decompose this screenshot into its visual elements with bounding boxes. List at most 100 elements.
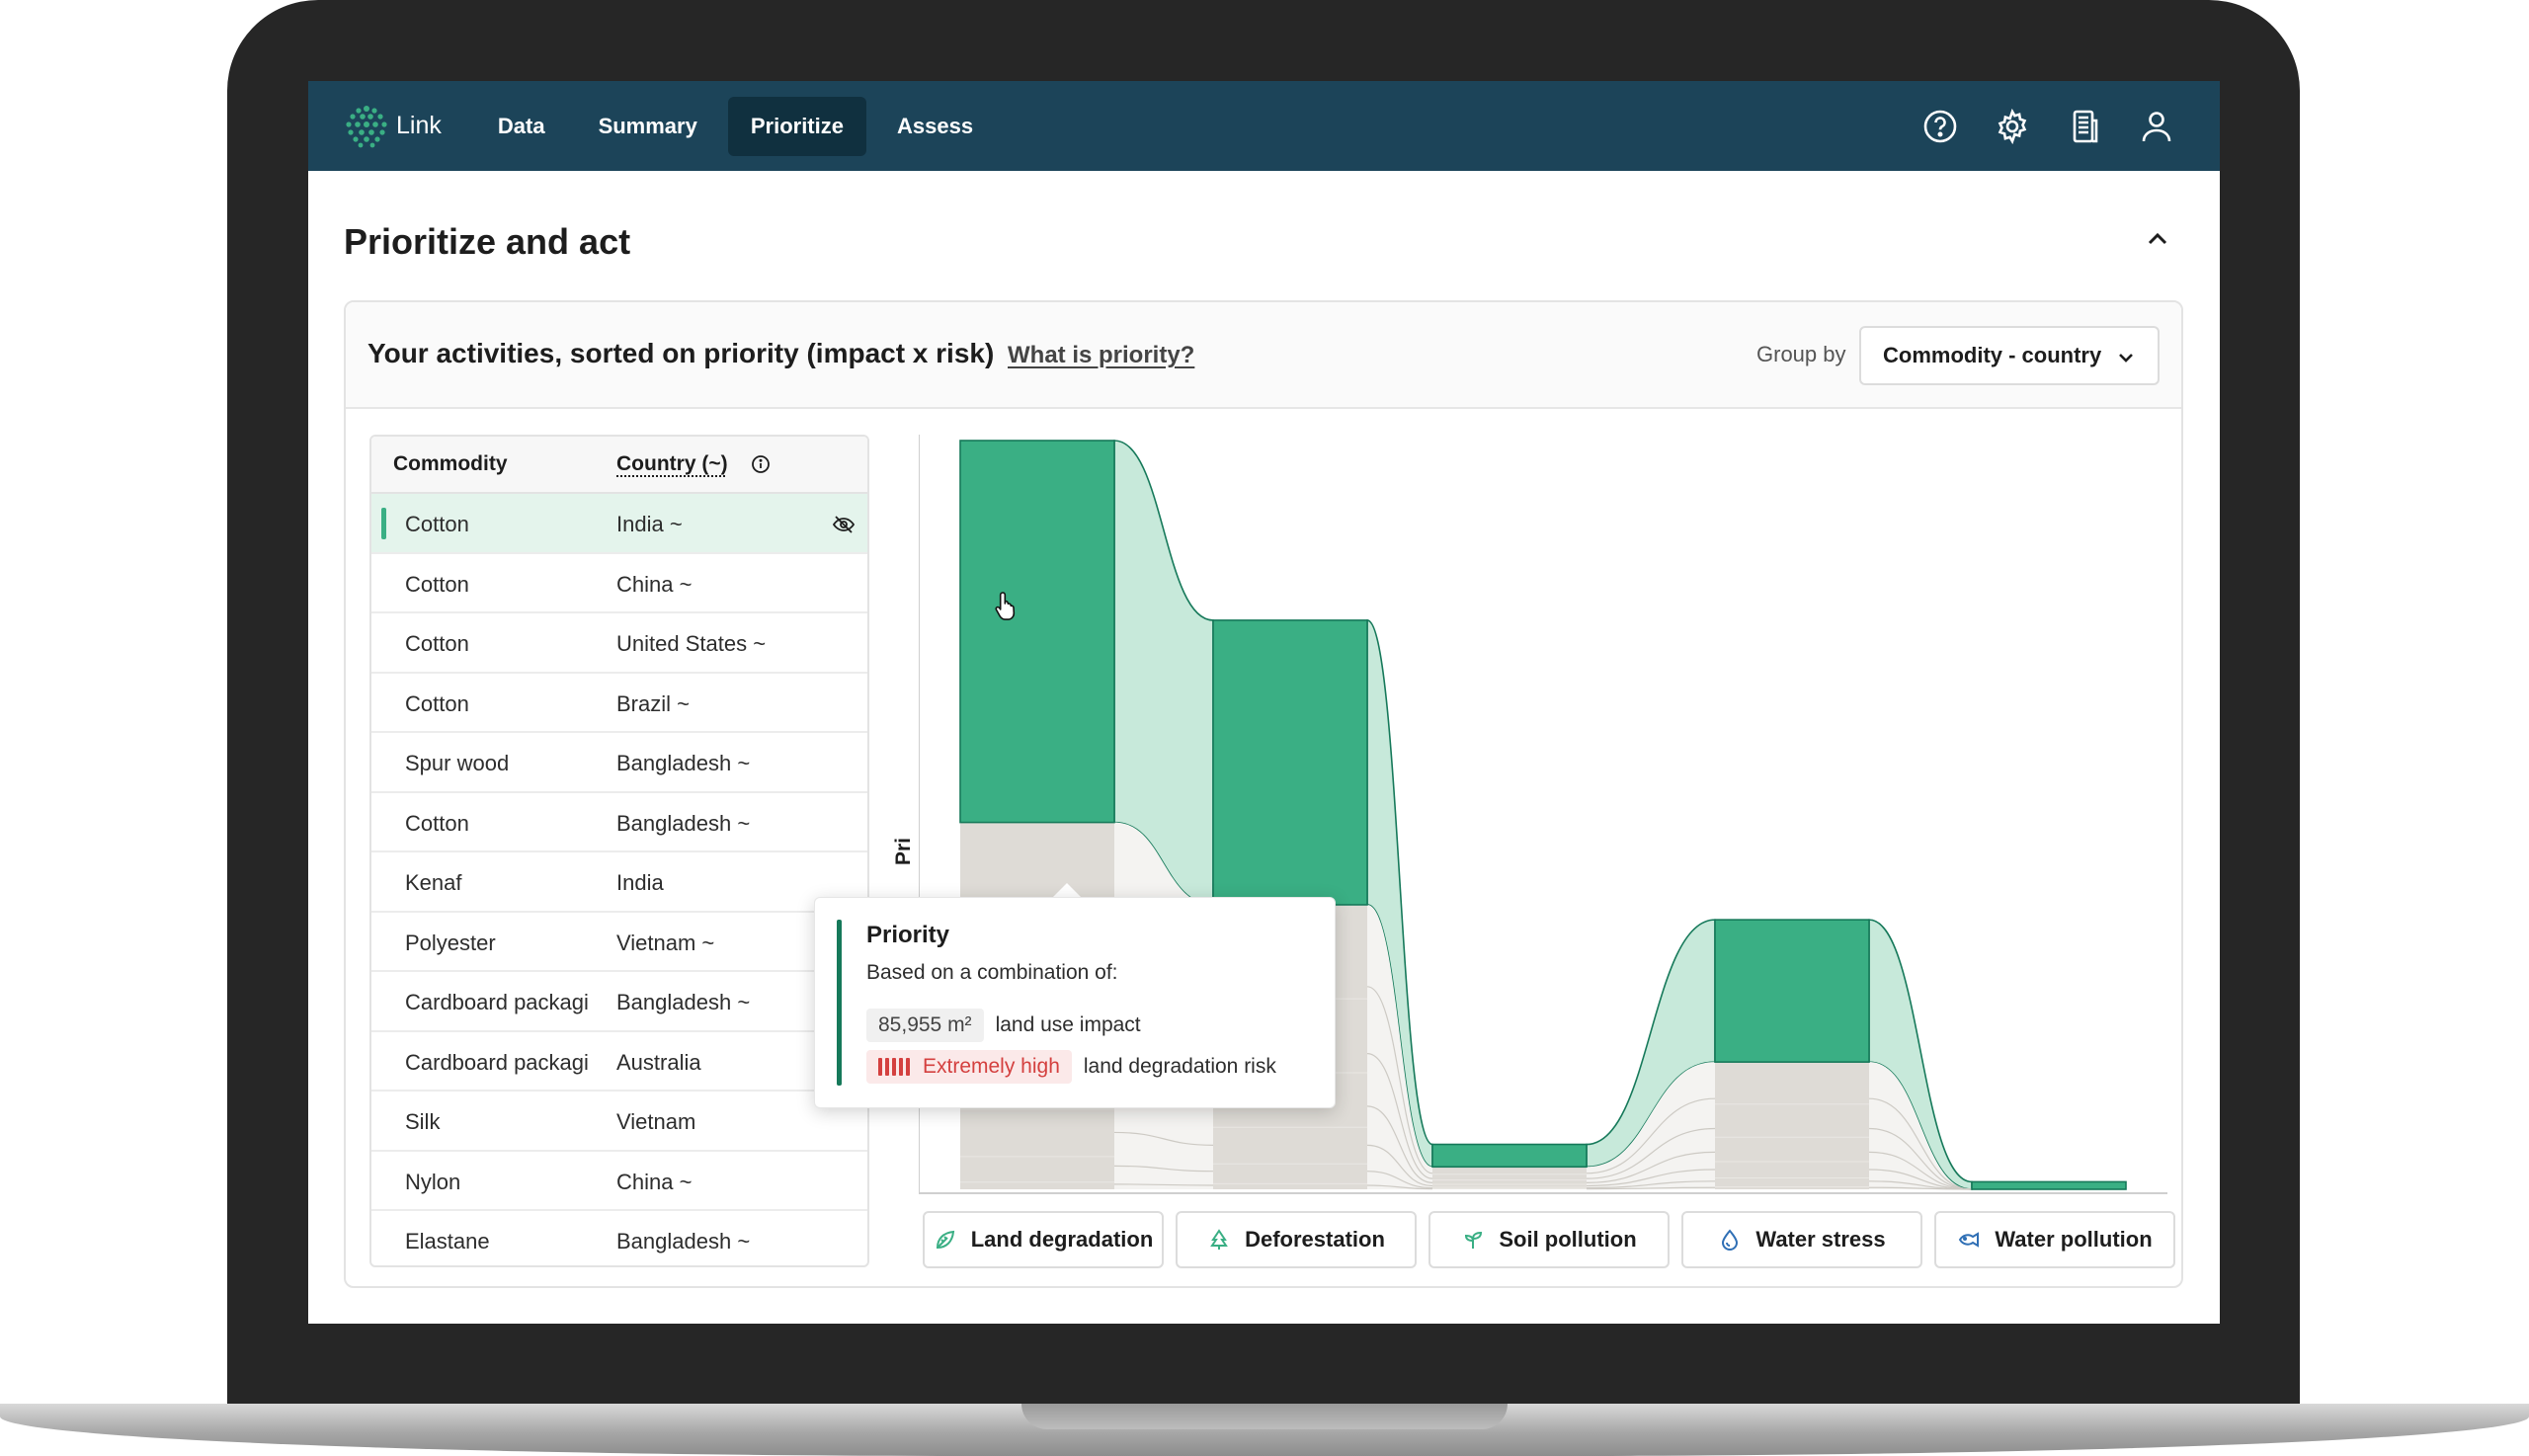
- flow-line: [1868, 1097, 1973, 1190]
- leaf-icon: [936, 1230, 954, 1250]
- tab-soil-pollution[interactable]: Soil pollution: [1428, 1211, 1670, 1268]
- brand[interactable]: Link: [344, 104, 442, 149]
- report-icon[interactable]: [2065, 107, 2104, 146]
- table-row[interactable]: Spur wood Bangladesh ~: [371, 733, 867, 793]
- nav-item-summary[interactable]: Summary: [598, 113, 697, 138]
- tooltip-impact-row: 85,955 m² land use impact: [866, 1009, 1141, 1042]
- group-by-select[interactable]: Commodity - country: [1859, 326, 2160, 385]
- bar-muted: [1432, 1167, 1587, 1189]
- user-icon[interactable]: [2137, 107, 2176, 146]
- cell-commodity: Polyester: [405, 930, 496, 955]
- flow-band-muted: [1869, 1062, 1972, 1189]
- tab-label: Water stress: [1755, 1227, 1886, 1252]
- collapse-button[interactable]: [2138, 219, 2177, 259]
- cell-country: Bangladesh ~: [616, 990, 751, 1014]
- cell-country: China ~: [616, 571, 693, 597]
- group-by-label: Group by: [1756, 342, 1846, 366]
- cell-commodity: Cotton: [405, 690, 469, 716]
- card-header: Your activities, sorted on priority (imp…: [346, 302, 2181, 409]
- group-by-value: Commodity - country: [1883, 343, 2102, 367]
- table-row[interactable]: Cotton United States ~: [371, 613, 867, 674]
- eye-off-icon[interactable]: [832, 513, 856, 536]
- priority-tooltip: Priority Based on a combination of: 85,9…: [814, 897, 1336, 1108]
- table-row[interactable]: Elastane Bangladesh ~: [371, 1211, 867, 1265]
- flow-line: [1366, 1144, 1433, 1187]
- flow-line: [1586, 1180, 1716, 1189]
- tab-label: Deforestation: [1245, 1227, 1385, 1252]
- flow-line: [1366, 986, 1433, 1174]
- flow-line: [1366, 1171, 1433, 1189]
- column-header-commodity[interactable]: Commodity: [393, 452, 508, 475]
- flow-line: [1868, 1186, 1973, 1190]
- table-row[interactable]: Cotton India ~: [371, 494, 867, 554]
- settings-icon[interactable]: [1993, 107, 2032, 146]
- tooltip-risk-row: Extremely high land degradation risk: [866, 1050, 1276, 1084]
- cell-commodity: Cotton: [405, 810, 469, 836]
- what-is-priority-link[interactable]: What is priority?: [1008, 342, 1195, 368]
- table-row[interactable]: Cotton Bangladesh ~: [371, 793, 867, 852]
- card-title: Your activities, sorted on priority (imp…: [367, 338, 995, 368]
- column-header-country[interactable]: Country (~): [616, 452, 728, 475]
- hand-cursor-icon: [995, 592, 1016, 620]
- app-screen: Link Data Summary Prioritize Assess Prio…: [308, 81, 2220, 1324]
- bar-highlight: [959, 440, 1115, 824]
- bar-highlight: [1431, 1143, 1588, 1169]
- cell-commodity: Spur wood: [405, 751, 510, 775]
- tooltip-title: Priority: [866, 922, 950, 948]
- table-header: Commodity Country (~): [371, 437, 867, 494]
- flow-line: [1586, 1151, 1716, 1183]
- flow-line: [1113, 1165, 1214, 1173]
- table-row[interactable]: Cardboard packagi Australia: [371, 1032, 867, 1092]
- flow-line: [1113, 1183, 1214, 1186]
- flow-band-muted: [1367, 904, 1432, 1189]
- page-title: Prioritize and act: [344, 221, 631, 262]
- table-row[interactable]: Polyester Vietnam ~: [371, 913, 867, 972]
- bar-highlight: [1714, 919, 1870, 1063]
- bar-highlight: [1212, 619, 1368, 906]
- cell-country: Bangladesh ~: [616, 810, 751, 836]
- tab-deforestation[interactable]: Deforestation: [1176, 1211, 1417, 1268]
- top-navigation: Link Data Summary Prioritize Assess: [308, 81, 2220, 171]
- help-icon[interactable]: [1920, 107, 1960, 146]
- flow-band-muted: [1587, 1062, 1715, 1189]
- tree-icon: [1210, 1229, 1228, 1250]
- brand-name: Link: [396, 112, 442, 139]
- cell-country: Vietnam ~: [616, 930, 715, 955]
- tab-water-pollution[interactable]: Water pollution: [1934, 1211, 2175, 1268]
- activities-table: Commodity Country (~) Cotton India ~ Cotto…: [369, 435, 869, 1267]
- flow-line: [1366, 1184, 1433, 1190]
- chevron-up-icon: [2148, 232, 2167, 245]
- flow-line: [1586, 1127, 1716, 1179]
- risk-label: land degradation risk: [1083, 1055, 1276, 1078]
- nav-item-prioritize[interactable]: Prioritize: [727, 96, 866, 156]
- cell-commodity: Elastane: [405, 1229, 490, 1254]
- row-selected-indicator: [381, 508, 386, 539]
- cell-country: China ~: [616, 1169, 693, 1194]
- table-row[interactable]: Silk Vietnam: [371, 1092, 867, 1152]
- table-row[interactable]: Cotton Brazil ~: [371, 674, 867, 733]
- tab-land-degradation[interactable]: Land degradation: [923, 1211, 1164, 1268]
- table-row[interactable]: Cardboard packagi Bangladesh ~: [371, 972, 867, 1032]
- tab-water-stress[interactable]: Water stress: [1681, 1211, 1922, 1268]
- nav-icon-group: [1888, 81, 2176, 171]
- fish-icon: [1959, 1232, 1980, 1248]
- laptop-notch: [1021, 1404, 1508, 1429]
- nav-item-assess[interactable]: Assess: [896, 113, 974, 138]
- cell-commodity: Silk: [405, 1109, 441, 1134]
- table-row[interactable]: Kenaf India: [371, 852, 867, 913]
- table-row[interactable]: Cotton China ~: [371, 554, 867, 613]
- y-axis-label: Pri: [892, 837, 915, 865]
- cell-country: Bangladesh ~: [616, 1229, 751, 1254]
- activities-card: Your activities, sorted on priority (imp…: [344, 300, 2183, 1288]
- tab-label: Soil pollution: [1499, 1227, 1637, 1252]
- table-body: Cotton India ~ Cotton China ~ Cotton United S…: [371, 494, 867, 1265]
- risk-value: Extremely high: [923, 1055, 1060, 1078]
- cell-commodity: Cotton: [405, 512, 469, 536]
- cell-country: Australia: [616, 1049, 701, 1075]
- table-row[interactable]: Nylon China ~: [371, 1152, 867, 1211]
- tooltip-subtitle: Based on a combination of:: [866, 961, 1118, 984]
- info-icon[interactable]: [751, 454, 771, 474]
- cell-commodity: Cotton: [405, 571, 469, 597]
- cell-country: Vietnam: [616, 1109, 696, 1134]
- nav-item-data[interactable]: Data: [497, 113, 545, 138]
